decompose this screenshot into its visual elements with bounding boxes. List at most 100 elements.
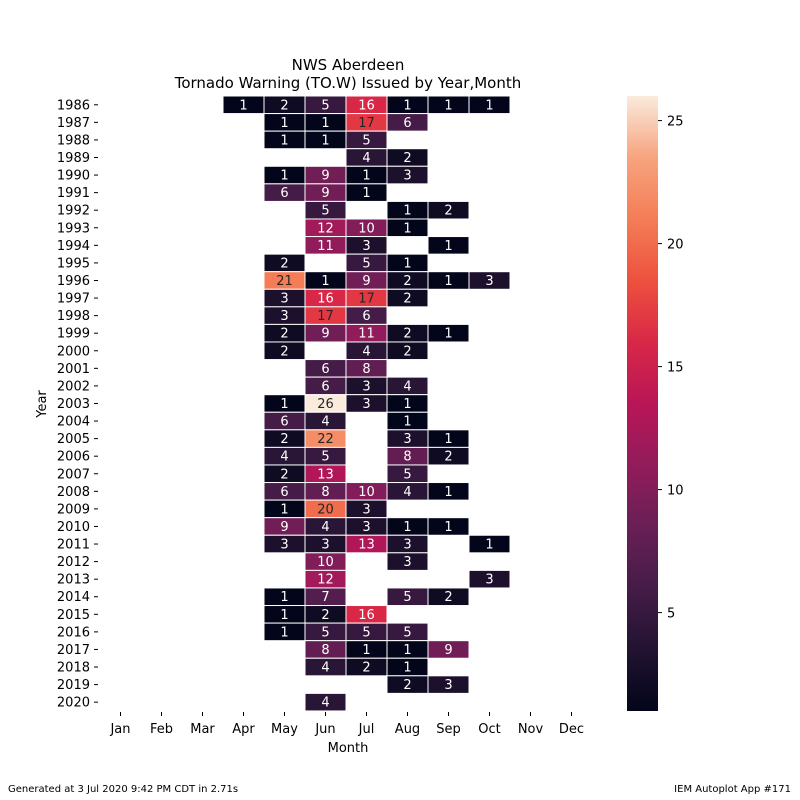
cell-value-label: 2 (280, 467, 288, 482)
cell-value-label: 4 (403, 485, 411, 500)
heatmap-cell (386, 552, 429, 571)
y-tick-label: 2020 (57, 696, 90, 711)
cell-value-label: 3 (362, 520, 370, 535)
colorbar-tick-label: 15 (667, 361, 684, 376)
colorbar-tick-label: 20 (667, 238, 684, 253)
cell-value-label: 1 (280, 397, 288, 412)
cell-value-label: 1 (321, 133, 329, 148)
cell-value-label: 5 (403, 625, 411, 640)
cell-value-label: 3 (280, 292, 288, 307)
cell-value-label: 8 (403, 450, 411, 465)
cell-value-label: 2 (280, 432, 288, 447)
cell-value-label: 1 (444, 98, 452, 113)
y-tick-label: 1996 (57, 274, 90, 289)
colorbar-tick-label: 25 (667, 115, 684, 130)
cell-value-label: 12 (317, 573, 334, 588)
cell-value-label: 4 (321, 520, 329, 535)
cell-value-label: 2 (280, 98, 288, 113)
cell-value-label: 2 (444, 590, 452, 605)
x-tick-label: Nov (518, 722, 544, 737)
cell-value-label: 5 (362, 256, 370, 271)
cell-value-label: 9 (362, 274, 370, 289)
cell-value-label: 5 (321, 98, 329, 113)
y-tick-label: 1991 (57, 186, 90, 201)
cell-value-label: 4 (280, 450, 288, 465)
heatmap-cell (427, 517, 470, 536)
y-tick-label: 1998 (57, 309, 90, 324)
y-axis-ticks: 1986 1987 1988 1989 1990 1991 1992 1993 1994 1995… (57, 98, 98, 711)
cell-value-label: 4 (362, 344, 370, 359)
chart-title: NWS Aberdeen (292, 56, 405, 74)
colorbar-tick-label: 5 (667, 607, 675, 622)
y-tick-label: 2012 (57, 555, 90, 570)
y-tick-label: 2004 (57, 415, 90, 430)
cell-value-label: 2 (280, 327, 288, 342)
cell-value-label: 13 (358, 538, 375, 553)
cell-value-label: 8 (321, 485, 329, 500)
cell-value-label: 1 (362, 643, 370, 658)
y-tick-label: 2000 (57, 344, 90, 359)
heatmap-cell (386, 341, 429, 361)
cell-value-label: 1 (239, 98, 247, 113)
y-tick-label: 1990 (57, 169, 90, 184)
cell-value-label: 3 (403, 432, 411, 447)
colorbar-tick-label: 10 (667, 484, 684, 499)
x-tick-label: Oct (478, 722, 500, 737)
cell-value-label: 4 (403, 379, 411, 394)
cell-value-label: 3 (362, 502, 370, 517)
y-tick-label: 2011 (57, 538, 90, 553)
x-tick-label: Sep (436, 722, 461, 737)
cell-value-label: 4 (321, 661, 329, 676)
cell-value-label: 2 (403, 344, 411, 359)
y-tick-label: 1992 (57, 204, 90, 219)
chart-subtitle: Tornado Warning (TO.W) Issued by Year,Mo… (174, 74, 522, 92)
cell-value-label: 3 (485, 573, 493, 588)
cell-value-label: 6 (280, 186, 288, 201)
x-axis-label: Month (328, 741, 369, 756)
cell-value-label: 11 (358, 327, 375, 342)
cell-value-label: 1 (403, 204, 411, 219)
cell-value-label: 3 (362, 397, 370, 412)
cell-value-label: 12 (317, 221, 334, 236)
y-tick-label: 2003 (57, 397, 90, 412)
heatmap-cell (427, 675, 470, 694)
cell-value-label: 1 (485, 538, 493, 553)
cell-value-label: 5 (362, 625, 370, 640)
cell-value-label: 17 (317, 309, 334, 324)
cell-value-label: 3 (362, 239, 370, 254)
y-tick-label: 2002 (57, 379, 90, 394)
heatmap-cell (427, 640, 470, 659)
cell-value-label: 6 (280, 415, 288, 430)
cell-value-label: 3 (403, 555, 411, 570)
cell-value-label: 1 (444, 274, 452, 289)
y-tick-label: 1987 (57, 116, 90, 131)
y-tick-label: 2013 (57, 573, 90, 588)
y-tick-label: 1988 (57, 133, 90, 148)
cell-value-label: 1 (403, 520, 411, 535)
heatmap-cell (468, 95, 511, 115)
y-tick-label: 1994 (57, 239, 90, 254)
cell-value-label: 21 (276, 274, 293, 289)
cell-value-label: 16 (358, 608, 375, 623)
heatmap-cells: 1 2 5 16 1 1 11 1 17 61 1 54 21 9 1 36 9 15 1 212 10 111 3 12 5 1… (222, 95, 511, 712)
cell-value-label: 2 (403, 151, 411, 166)
cell-value-label: 5 (362, 133, 370, 148)
cell-value-label: 16 (358, 98, 375, 113)
cell-value-label: 1 (280, 116, 288, 131)
x-axis-ticks: Jan Feb Mar Apr May Jun Jul Aug Sep Oct Nov Dec (109, 711, 584, 737)
cell-value-label: 22 (317, 432, 334, 447)
heatmap-cell (386, 113, 429, 132)
heatmap-cell (468, 271, 511, 290)
cell-value-label: 1 (321, 116, 329, 131)
cell-value-label: 10 (358, 221, 375, 236)
y-tick-label: 1989 (57, 151, 90, 166)
cell-value-label: 17 (358, 292, 375, 307)
cell-value-label: 9 (321, 327, 329, 342)
cell-value-label: 2 (403, 327, 411, 342)
cell-value-label: 1 (403, 221, 411, 236)
cell-value-label: 1 (444, 485, 452, 500)
cell-value-label: 5 (321, 204, 329, 219)
y-tick-label: 2017 (57, 643, 90, 658)
cell-value-label: 1 (403, 98, 411, 113)
